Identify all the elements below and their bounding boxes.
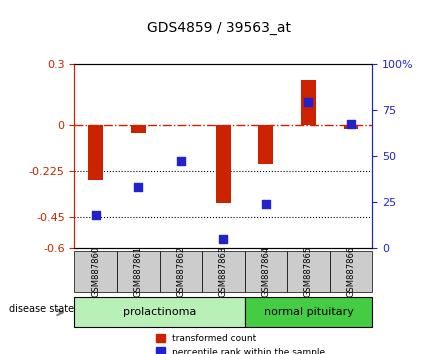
Text: disease state: disease state (9, 304, 74, 314)
Bar (343, 125, 358, 129)
Bar (88, 125, 103, 180)
Bar (216, 125, 231, 203)
Bar (258, 125, 273, 164)
Point (92, 212, 99, 217)
Text: prolactinoma: prolactinoma (123, 307, 196, 318)
Point (135, 184, 142, 190)
Text: GSM887866: GSM887866 (346, 246, 356, 297)
Point (305, 99, 312, 105)
Text: normal pituitary: normal pituitary (264, 307, 353, 318)
Point (262, 201, 269, 206)
Bar (301, 80, 316, 125)
Legend: transformed count, percentile rank within the sample: transformed count, percentile rank withi… (156, 334, 325, 354)
Text: GSM887865: GSM887865 (304, 246, 313, 297)
Point (347, 122, 354, 127)
Text: GSM887862: GSM887862 (177, 246, 185, 297)
Point (177, 159, 184, 164)
Bar (131, 125, 146, 133)
Text: GSM887860: GSM887860 (91, 246, 100, 297)
Point (220, 236, 227, 241)
Text: GSM887863: GSM887863 (219, 246, 228, 297)
Text: GDS4859 / 39563_at: GDS4859 / 39563_at (147, 21, 291, 35)
Text: GSM887864: GSM887864 (261, 246, 270, 297)
Text: GSM887861: GSM887861 (134, 246, 143, 297)
